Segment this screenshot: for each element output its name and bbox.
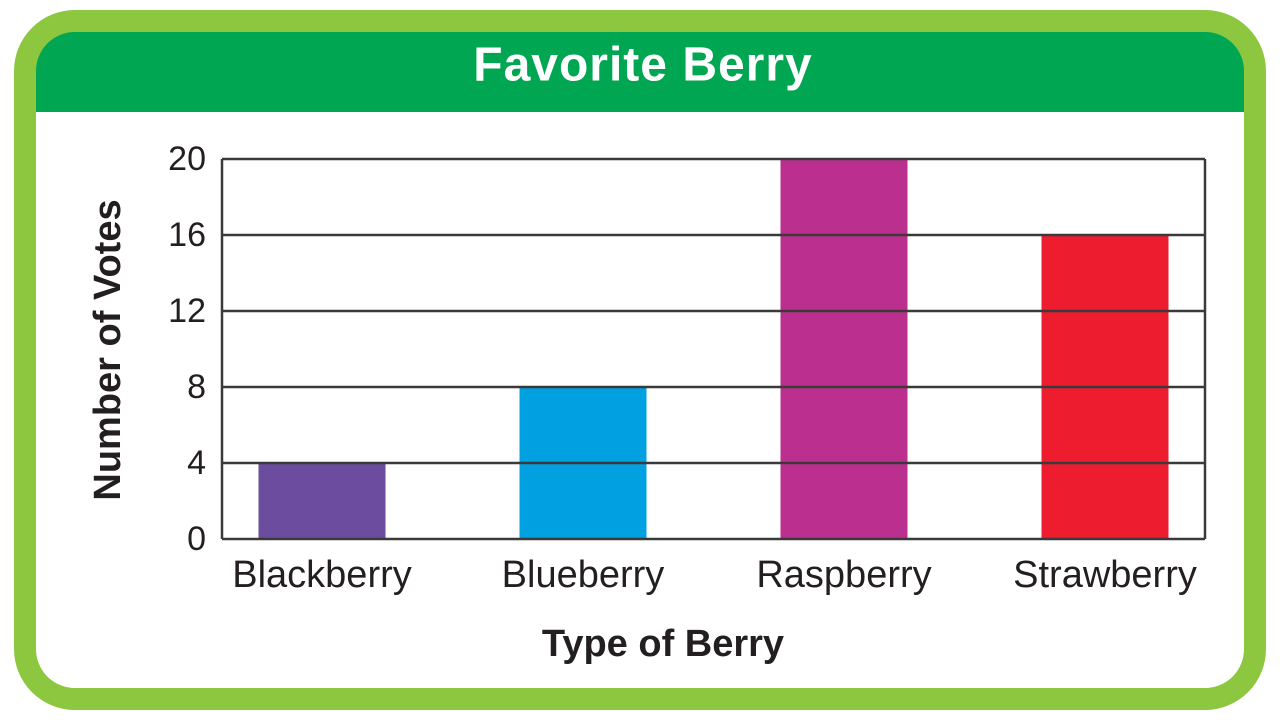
bar	[258, 463, 386, 539]
x-axis-title: Type of Berry	[542, 623, 784, 665]
header-band	[25, 21, 1255, 112]
y-tick-label: 20	[168, 140, 206, 178]
y-tick-label: 16	[168, 216, 206, 254]
x-tick-label: Strawberry	[1013, 554, 1197, 596]
y-tick-label: 8	[187, 368, 206, 406]
x-tick-label: Blackberry	[232, 554, 412, 596]
y-tick-label: 4	[187, 444, 206, 482]
chart-title: Favorite Berry	[473, 39, 812, 92]
frame	[14, 10, 1266, 710]
y-axis-title: Number of Votes	[87, 199, 129, 500]
y-tick-label: 12	[168, 292, 206, 330]
y-tick-label: 0	[187, 520, 206, 558]
x-tick-label: Raspberry	[756, 554, 931, 596]
bar	[780, 159, 908, 539]
x-tick-label: Blueberry	[502, 554, 665, 596]
